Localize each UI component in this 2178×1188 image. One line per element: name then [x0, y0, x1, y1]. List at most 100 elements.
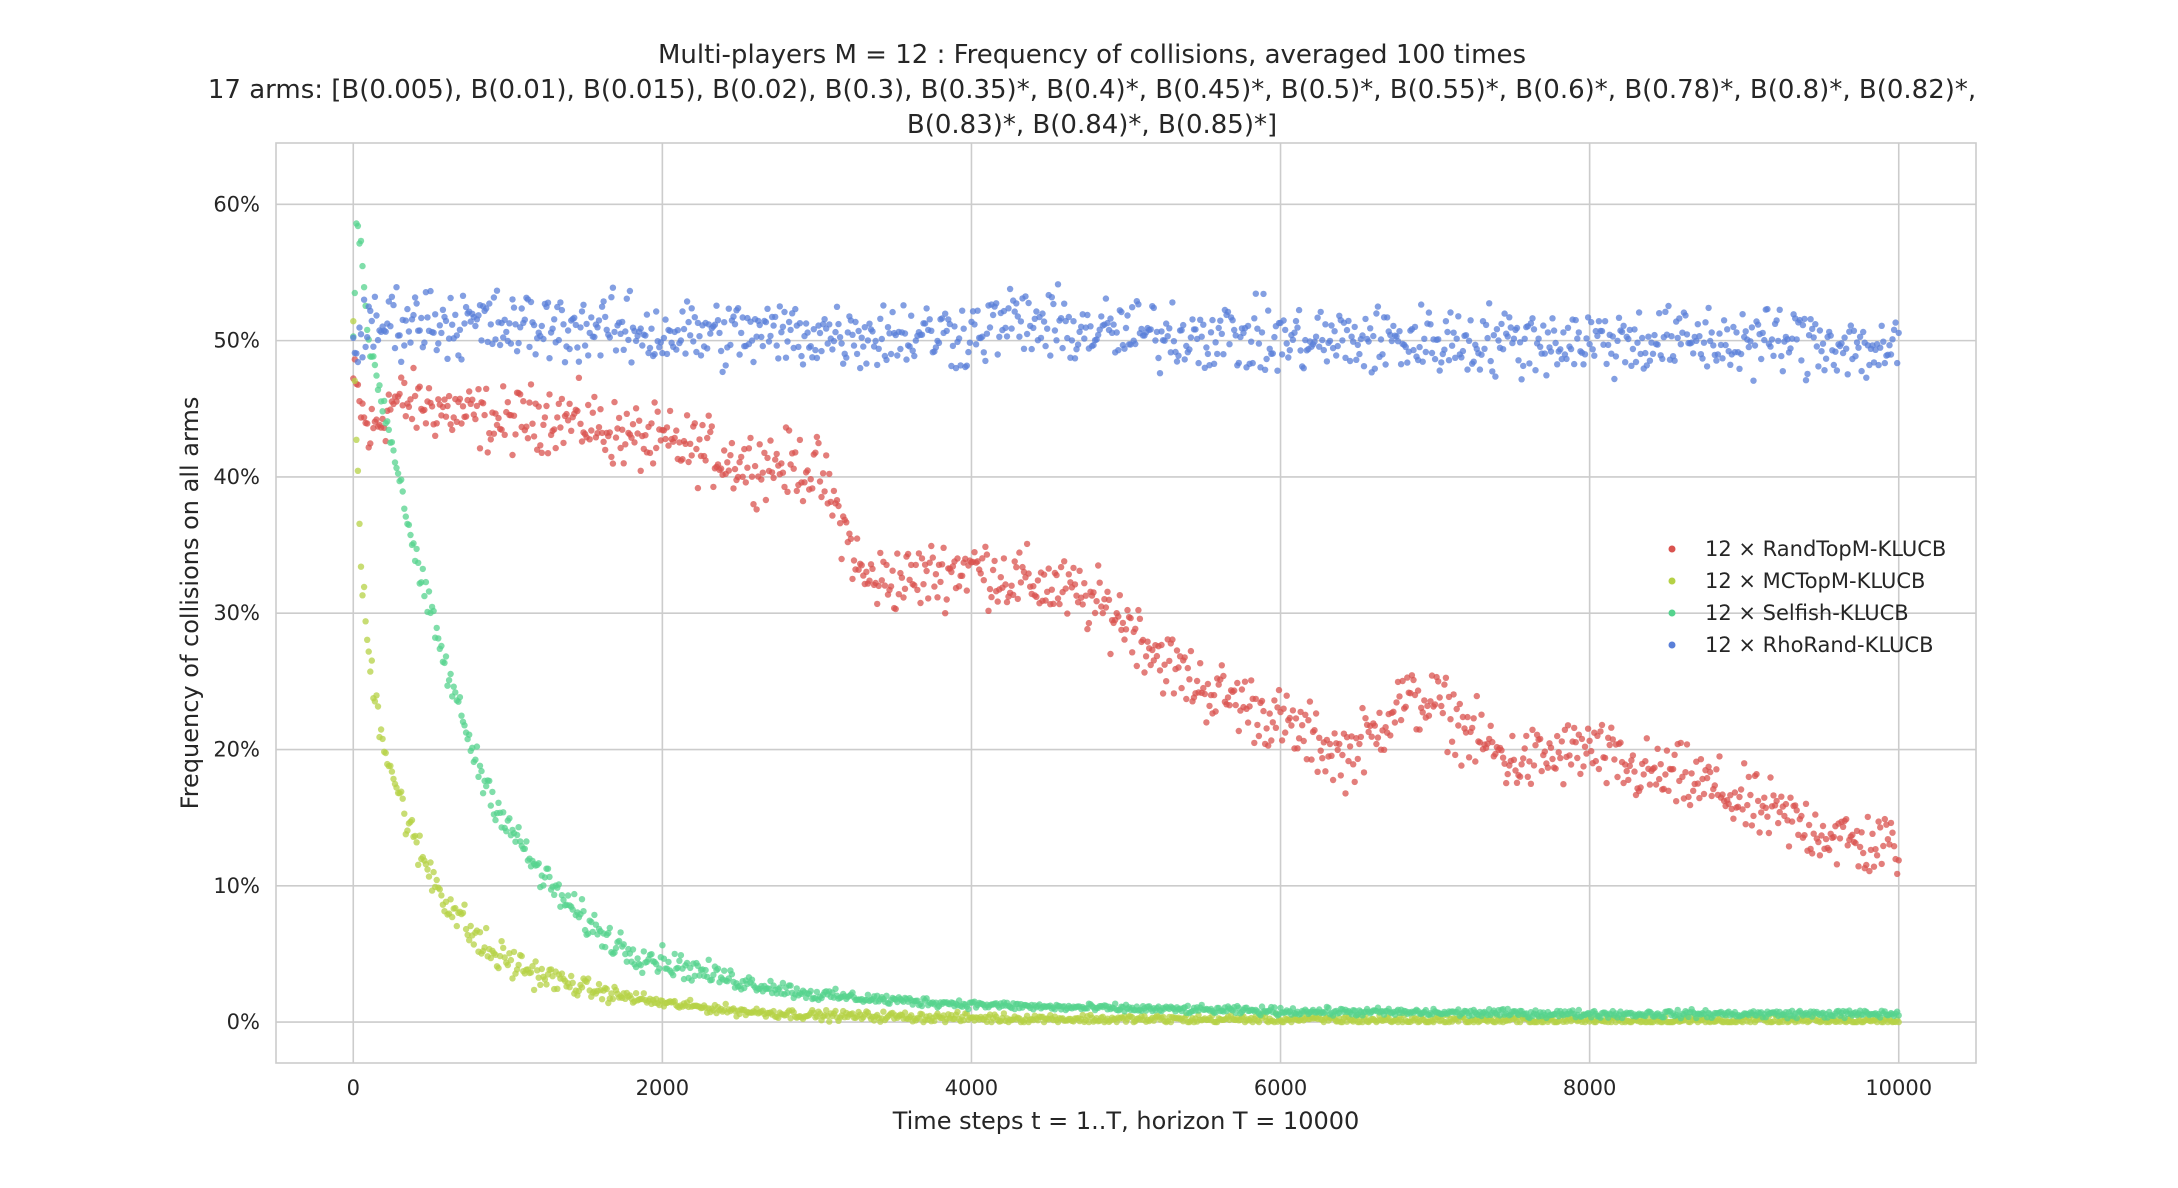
data-point — [1554, 361, 1561, 368]
data-point — [1486, 300, 1493, 307]
data-point — [1447, 716, 1454, 723]
data-point — [631, 439, 638, 446]
data-point — [1187, 334, 1195, 341]
data-point — [615, 414, 623, 422]
data-point — [776, 303, 783, 310]
data-point — [391, 459, 399, 466]
data-point — [1414, 687, 1422, 694]
data-point — [648, 325, 655, 332]
data-point — [357, 331, 365, 338]
data-point — [1640, 771, 1647, 778]
data-point — [1438, 702, 1445, 710]
data-point — [449, 426, 456, 434]
data-point — [357, 563, 365, 570]
data-point — [1220, 672, 1227, 680]
data-point — [623, 410, 630, 417]
data-point — [540, 421, 547, 428]
data-point — [591, 911, 598, 919]
data-point — [1265, 307, 1272, 314]
data-point — [1252, 290, 1260, 297]
data-point — [983, 1018, 991, 1025]
data-point — [1289, 1005, 1297, 1012]
data-point — [1053, 571, 1060, 579]
data-point — [1000, 307, 1008, 315]
data-point — [1169, 299, 1176, 306]
data-point — [1282, 729, 1289, 736]
data-point — [674, 327, 681, 334]
data-point — [1498, 320, 1505, 328]
data-point — [1598, 327, 1606, 335]
data-point — [1263, 355, 1270, 363]
data-point — [996, 333, 1003, 340]
data-point — [1365, 338, 1372, 345]
data-point — [1081, 580, 1088, 587]
data-point — [826, 321, 833, 328]
data-point — [552, 444, 559, 452]
data-point — [1504, 333, 1511, 340]
data-point — [892, 605, 899, 613]
data-point — [498, 938, 505, 945]
data-point — [1513, 324, 1521, 332]
data-point — [1319, 336, 1326, 344]
data-point — [1271, 333, 1278, 341]
data-point — [1547, 348, 1555, 355]
data-point — [663, 350, 671, 358]
data-point — [1895, 1012, 1902, 1019]
data-point — [492, 410, 499, 417]
data-point — [1280, 705, 1287, 712]
data-point — [353, 350, 360, 357]
data-point — [368, 317, 375, 325]
data-point — [1207, 329, 1215, 336]
data-point — [512, 838, 519, 845]
data-point — [1178, 684, 1185, 692]
data-point — [1694, 321, 1702, 328]
data-point — [1555, 749, 1562, 756]
data-point — [1813, 343, 1821, 350]
data-point — [1325, 1004, 1332, 1012]
data-point — [977, 570, 984, 577]
data-point — [546, 355, 553, 362]
data-point — [1748, 822, 1756, 829]
data-point — [1115, 613, 1122, 620]
data-point — [1206, 702, 1213, 710]
data-point — [1175, 664, 1182, 671]
x-tick-label: 0 — [347, 1076, 360, 1100]
data-point — [1609, 736, 1617, 743]
data-point — [1110, 321, 1117, 328]
data-point — [410, 364, 417, 372]
data-point — [1649, 350, 1657, 357]
data-point — [1244, 322, 1252, 330]
data-point — [1750, 377, 1757, 384]
data-point — [1574, 754, 1581, 762]
data-point — [385, 426, 392, 433]
data-point — [503, 828, 510, 835]
data-point — [1367, 325, 1374, 332]
data-point — [513, 831, 521, 839]
data-point — [642, 432, 649, 439]
data-point — [656, 344, 663, 351]
series-2 — [350, 220, 1902, 1022]
data-point — [1299, 722, 1306, 729]
data-point — [1465, 754, 1473, 761]
data-point — [702, 457, 709, 464]
data-point — [1163, 678, 1170, 685]
data-point — [971, 321, 978, 328]
data-point — [1894, 359, 1901, 367]
data-point — [1180, 321, 1187, 329]
data-point — [598, 303, 606, 310]
data-point — [874, 361, 881, 369]
data-point — [529, 963, 536, 970]
data-point — [727, 452, 734, 459]
data-point — [1444, 328, 1451, 336]
data-point — [612, 434, 620, 441]
data-point — [835, 320, 842, 328]
data-point — [1010, 591, 1017, 598]
data-point — [1161, 661, 1168, 668]
data-point — [609, 284, 617, 291]
data-point — [1773, 317, 1780, 324]
data-point — [1014, 595, 1021, 603]
data-point — [792, 449, 799, 456]
data-point — [1399, 677, 1406, 685]
data-point — [1118, 308, 1125, 316]
data-point — [1183, 695, 1190, 703]
